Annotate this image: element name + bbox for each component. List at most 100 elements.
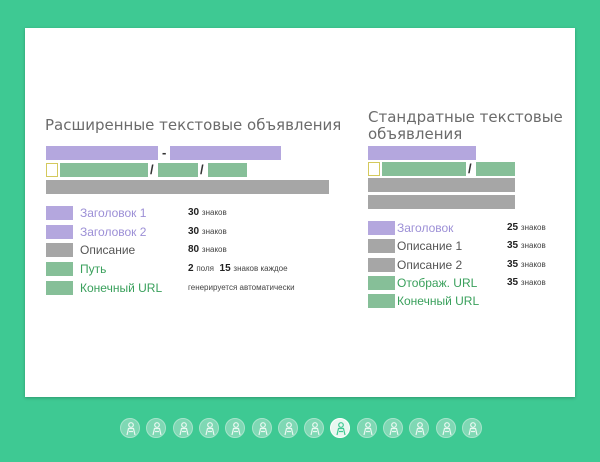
legend-swatch <box>46 243 73 257</box>
figure-icon <box>284 422 294 436</box>
legend-swatch <box>368 294 395 308</box>
count-unit: знаков <box>520 241 546 250</box>
figure-icon <box>152 422 162 436</box>
count-unit: знаков <box>201 245 227 254</box>
display-url-start <box>368 162 380 176</box>
legend-description: Описание 80 знаков <box>46 243 326 257</box>
page-dot[interactable] <box>357 418 377 438</box>
legend-description2: Описание 2 35 знаков <box>368 258 568 272</box>
legend-label: Отображ. URL <box>397 276 478 290</box>
extended-title: Расширенные текстовые объявления <box>45 116 342 134</box>
legend-label: Конечный URL <box>80 281 163 295</box>
legend-swatch <box>368 276 395 290</box>
figure-icon <box>205 422 215 436</box>
figure-icon <box>389 422 399 436</box>
legend-swatch <box>368 258 395 272</box>
legend-label: Заголовок <box>397 221 454 235</box>
page-dot[interactable] <box>436 418 456 438</box>
legend-final-url: Конечный URL генерируется автоматически <box>46 281 346 295</box>
legend-swatch <box>46 262 73 276</box>
description1-bar <box>368 178 515 192</box>
legend-count: 35 знаков <box>507 239 546 253</box>
legend-swatch <box>46 225 73 239</box>
pagination <box>0 418 600 440</box>
path-bar <box>476 162 515 176</box>
figure-icon <box>336 422 346 436</box>
legend-path: Путь 2 поля 15 знаков каждое <box>46 262 336 276</box>
legend-swatch <box>368 221 395 235</box>
headline1-bar <box>46 146 158 160</box>
headline2-bar <box>170 146 281 160</box>
display-url-bar <box>382 162 466 176</box>
legend-label: Описание 2 <box>397 258 463 272</box>
figure-icon <box>258 422 268 436</box>
path1-bar <box>158 163 198 177</box>
legend-count: 35 знаков <box>507 258 546 272</box>
legend-headline2: Заголовок 2 30 знаков <box>46 225 326 239</box>
count-unit-2: знаков каждое <box>233 264 288 273</box>
count-unit: знаков <box>520 260 546 269</box>
count-unit: поля <box>196 264 214 273</box>
note-text: генерируется автоматически <box>188 283 295 292</box>
legend-count: 2 поля 15 знаков каждое <box>188 262 288 276</box>
figure-icon <box>468 422 478 436</box>
legend-note: генерируется автоматически <box>188 281 295 295</box>
count-value: 2 <box>188 263 194 274</box>
page-dot[interactable] <box>146 418 166 438</box>
display-url-bar <box>60 163 148 177</box>
legend-swatch <box>46 206 73 220</box>
slide: Расширенные текстовые объявления - / / З… <box>25 28 575 397</box>
figure-icon <box>415 422 425 436</box>
legend-headline1: Заголовок 1 30 знаков <box>46 206 326 220</box>
count-value: 35 <box>507 259 519 270</box>
legend-count: 30 знаков <box>188 206 227 220</box>
legend-label: Описание <box>80 243 136 257</box>
page-dot[interactable] <box>383 418 403 438</box>
count-unit: знаков <box>520 223 546 232</box>
figure-icon <box>231 422 241 436</box>
legend-label: Конечный URL <box>397 294 480 308</box>
page-dot[interactable] <box>120 418 140 438</box>
legend-label: Заголовок 1 <box>80 206 147 220</box>
count-unit: знаков <box>520 278 546 287</box>
figure-icon <box>310 422 320 436</box>
headline-bar <box>368 146 476 160</box>
count-unit: знаков <box>201 208 227 217</box>
description-bar <box>46 180 329 194</box>
path-separator-2: / <box>200 162 204 177</box>
legend-description1: Описание 1 35 знаков <box>368 239 568 253</box>
count-value: 80 <box>188 244 200 255</box>
path-separator: / <box>468 161 472 176</box>
headline-separator: - <box>162 145 167 160</box>
figure-icon <box>179 422 189 436</box>
path2-bar <box>208 163 247 177</box>
legend-count: 35 знаков <box>507 276 546 290</box>
count-value: 25 <box>507 222 519 233</box>
legend-label: Описание 1 <box>397 239 463 253</box>
count-value: 35 <box>507 277 519 288</box>
page-dot[interactable] <box>330 418 350 438</box>
page-dot[interactable] <box>462 418 482 438</box>
display-url-start <box>46 163 58 177</box>
description2-bar <box>368 195 515 209</box>
page-dot[interactable] <box>225 418 245 438</box>
page-dot[interactable] <box>199 418 219 438</box>
page-dot[interactable] <box>278 418 298 438</box>
figure-icon <box>442 422 452 436</box>
page-dot[interactable] <box>173 418 193 438</box>
count-value: 30 <box>188 226 200 237</box>
page-dot[interactable] <box>252 418 272 438</box>
page-dot[interactable] <box>304 418 324 438</box>
legend-headline: Заголовок 25 знаков <box>368 221 568 235</box>
page-dot[interactable] <box>409 418 429 438</box>
count-value-2: 15 <box>219 263 231 274</box>
legend-display-url: Отображ. URL 35 знаков <box>368 276 568 290</box>
path-separator-1: / <box>150 162 154 177</box>
standard-title-line1: Стандратные текстовые <box>368 108 563 126</box>
legend-count: 25 знаков <box>507 221 546 235</box>
legend-swatch <box>46 281 73 295</box>
legend-count: 30 знаков <box>188 225 227 239</box>
legend-label: Путь <box>80 262 107 276</box>
count-value: 35 <box>507 240 519 251</box>
count-value: 30 <box>188 207 200 218</box>
